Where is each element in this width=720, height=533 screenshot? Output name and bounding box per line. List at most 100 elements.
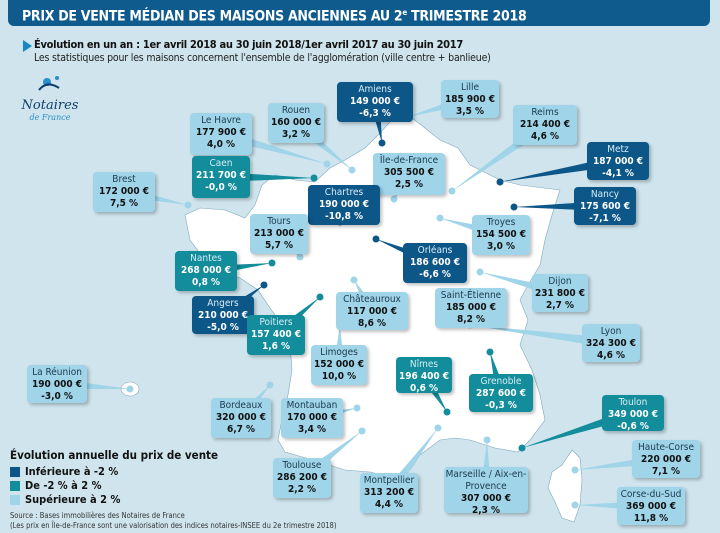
legend-swatch — [10, 466, 20, 477]
logo-emblem-icon — [38, 76, 60, 91]
city-label-box: Caen 211 700 € -0,0 % — [192, 156, 250, 198]
city-change: 3,0 % — [486, 241, 516, 252]
city-price: 307 000 € — [460, 493, 512, 504]
city-name: Amiens — [358, 84, 392, 95]
city-change: 2,2 % — [287, 484, 317, 495]
city-name: Dijon — [548, 276, 572, 287]
city-name: Nancy — [590, 189, 620, 200]
city-change: -0,3 % — [485, 400, 517, 411]
city-marker — [378, 139, 386, 147]
city-label-box: Brest 172 000 €7,5 % — [93, 172, 155, 212]
city-label-box: Reims 214 400 €4,6 % — [513, 105, 577, 145]
city-change: 3,4 % — [297, 424, 327, 435]
city-name: Metz — [607, 144, 629, 155]
city-label-box: Le Havre 177 900 €4,0 % — [190, 113, 252, 155]
city-change: 2,7 % — [545, 300, 575, 311]
city-marker — [571, 466, 579, 474]
subtitle-note: Les statistiques pour les maisons concer… — [34, 52, 491, 64]
city-label-box: Châteauroux 117 000 €8,6 % — [336, 292, 408, 330]
header-title: PRIX DE VENTE MÉDIAN DES MAISONS ANCIENN… — [8, 0, 710, 26]
city-marker — [372, 235, 380, 243]
city-marker — [476, 268, 484, 276]
city-change: -0,6 % — [617, 421, 649, 432]
city-name: La Réunion — [32, 367, 82, 378]
city-name: Lyon — [600, 326, 622, 337]
city-name: Le Havre — [201, 115, 241, 126]
city-name: Angers — [207, 298, 239, 309]
city-name: Limoges — [320, 347, 358, 358]
city-name: Troyes — [486, 217, 516, 228]
city-price: 157 400 € — [250, 329, 302, 340]
city-marker — [296, 253, 304, 261]
city-label-box: La Réunion 190 000 € -3,0 % — [27, 365, 87, 403]
city-marker — [483, 436, 491, 444]
city-price: 268 000 € — [180, 265, 232, 276]
city-price: 152 000 € — [313, 359, 365, 370]
city-name: Caen — [209, 158, 233, 169]
city-marker — [358, 427, 366, 435]
city-change: -6,6 % — [419, 269, 451, 280]
city-marker — [184, 201, 192, 209]
city-change: 11,8 % — [633, 513, 669, 524]
legend-item-inferieure: Inférieure à -2 % — [10, 465, 218, 478]
city-change: -3,0 % — [41, 391, 73, 402]
city-marker — [350, 276, 358, 284]
legend-item-entre: De -2 % à 2 % — [10, 479, 218, 492]
city-name: Poitiers — [259, 317, 293, 328]
city-label-box: Toulouse 286 200 €2,2 % — [273, 458, 331, 498]
city-label-box: Lyon 324 300 €4,6 % — [582, 324, 640, 362]
city-marker — [443, 408, 451, 416]
city-change: -4,1 % — [602, 168, 634, 179]
city-marker — [496, 178, 504, 186]
legend-swatch — [10, 480, 20, 491]
city-price: 211 700 € — [195, 170, 247, 181]
city-price: 349 000 € — [607, 409, 659, 420]
city-label-box: Grenoble 287 600 € -0,3 % — [469, 374, 533, 412]
city-price: 149 000 € — [349, 96, 401, 107]
city-name: Tours — [267, 216, 291, 227]
city-price: 185 000 € — [445, 302, 497, 313]
city-marker — [126, 385, 134, 393]
city-change: 6,7 % — [226, 424, 256, 435]
city-price: 324 300 € — [585, 338, 637, 349]
city-price: 210 000 € — [197, 310, 249, 321]
city-price: 187 000 € — [592, 156, 644, 167]
city-price: 175 600 € — [579, 201, 631, 212]
city-price: 190 000 € — [31, 379, 83, 390]
legend-label: Supérieure à 2 % — [25, 493, 121, 506]
city-label-box: Amiens 149 000 € -6,3 % — [337, 82, 413, 122]
city-change: 4,6 % — [530, 131, 560, 142]
city-label-box: Poitiers 157 400 €1,6 % — [247, 315, 305, 355]
city-name: Chartres — [324, 187, 364, 198]
city-label-box: Nancy 175 600 € -7,1 % — [574, 187, 636, 225]
city-label-box: Lille 185 900 €3,5 % — [441, 80, 499, 118]
city-marker — [316, 293, 324, 301]
city-marker — [486, 348, 494, 356]
city-label-box: Bordeaux 320 000 €6,7 % — [211, 398, 271, 438]
city-change: 1,6 % — [261, 341, 291, 352]
legend-title: Évolution annuelle du prix de vente — [10, 448, 219, 462]
city-name: Grenoble — [480, 376, 522, 387]
city-price: 287 600 € — [475, 388, 527, 399]
city-name: Brest — [112, 174, 136, 185]
city-price: 190 000 € — [318, 199, 370, 210]
city-marker — [310, 174, 318, 182]
legend-label: De -2 % à 2 % — [25, 479, 102, 492]
city-change: -7,1 % — [589, 213, 621, 224]
city-price: 313 200 € — [363, 487, 415, 498]
city-name: Toulon — [618, 397, 648, 408]
notaires-logo: Notaires de France — [20, 72, 80, 122]
city-name: Montauban — [286, 400, 338, 411]
city-name: Marseille / Aix-en-Provence — [445, 469, 527, 492]
subtitle-period: Évolution en un an : 1er avril 2018 au 3… — [34, 38, 463, 51]
city-label-box: Haute-Corse 220 000 €7,1 % — [632, 440, 700, 478]
city-change: -6,3 % — [359, 108, 391, 119]
legend-label: Inférieure à -2 % — [25, 465, 119, 478]
city-change: 7,1 % — [651, 466, 681, 477]
city-marker — [348, 166, 356, 174]
city-price: 369 000 € — [625, 501, 677, 512]
city-marker — [266, 381, 274, 389]
city-label-box: Corse-du-Sud 369 000 €11,8 % — [617, 487, 685, 525]
city-price: 305 500 € — [383, 167, 435, 178]
city-name: Reims — [531, 107, 559, 118]
